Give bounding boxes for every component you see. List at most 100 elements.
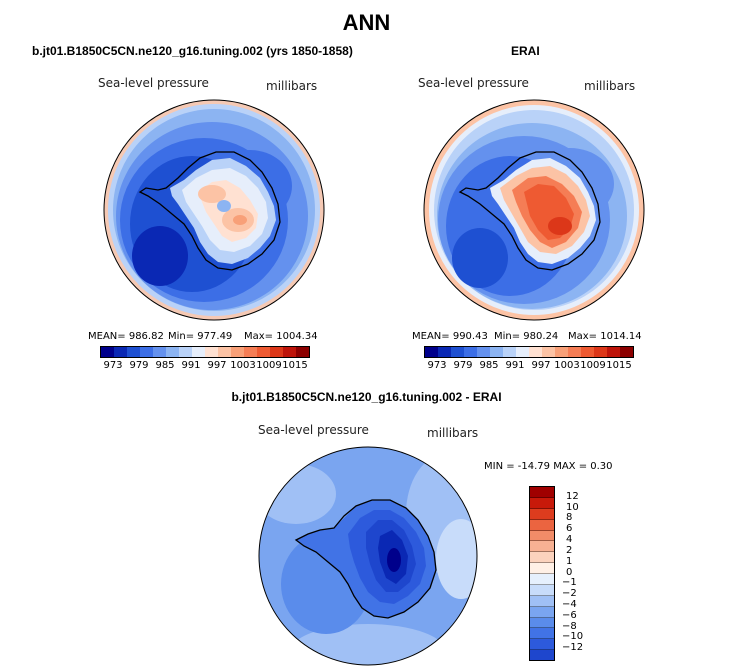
obs-colorbar-swatch <box>620 347 633 357</box>
diff-colorbar-swatch <box>530 563 554 574</box>
diff-colorbar-ticks: 12 10 8 6 4 2 1 0 −1 −2 −4 −6 −8 −10 −12 <box>562 486 602 659</box>
model-colorbar-swatch <box>244 347 257 357</box>
diff-colorbar-swatch <box>530 650 554 660</box>
model-colorbar <box>100 346 310 358</box>
obs-variable-label: Sea-level pressure <box>418 76 529 90</box>
obs-colorbar-tick-label: 985 <box>479 360 499 371</box>
diff-colorbar-tick-label: −2 <box>562 588 577 600</box>
diff-colorbar-tick-label: 0 <box>566 566 573 578</box>
diff-colorbar-swatch <box>530 595 554 607</box>
model-colorbar-ticks: 973 979 985 991 997 1003 1009 1015 <box>100 360 308 374</box>
obs-colorbar-tick-label: 973 <box>427 360 447 371</box>
obs-colorbar-swatch <box>490 347 503 357</box>
model-colorbar-tick-label: 973 <box>103 360 123 371</box>
obs-mean-text: MEAN= 990.43 <box>412 331 488 342</box>
obs-colorbar-swatch <box>516 347 529 357</box>
model-colorbar-swatch <box>114 347 127 357</box>
diff-colorbar-tick-label: 1 <box>566 555 573 567</box>
diff-colorbar-tick-label: −4 <box>562 598 577 610</box>
diff-colorbar-swatch <box>530 497 554 509</box>
model-colorbar-tick-label: 979 <box>129 360 149 371</box>
diff-colorbar-tick-label: −8 <box>562 620 577 632</box>
diff-colorbar-tick-label: 6 <box>566 523 573 535</box>
model-colorbar-swatch <box>218 347 231 357</box>
obs-max-text: Max= 1014.14 <box>568 331 642 342</box>
diff-colorbar-swatch <box>530 617 554 629</box>
diff-colorbar-tick-label: −6 <box>562 609 577 621</box>
obs-colorbar-swatch <box>425 347 438 357</box>
model-colorbar-swatch <box>192 347 205 357</box>
obs-colorbar <box>424 346 634 358</box>
obs-colorbar-tick-label: 991 <box>505 360 525 371</box>
obs-colorbar-tick-label: 997 <box>531 360 551 371</box>
model-mean-text: MEAN= 986.82 <box>88 331 164 342</box>
diff-colorbar-swatch <box>530 606 554 618</box>
model-colorbar-swatch <box>179 347 192 357</box>
diff-colorbar-swatch <box>530 639 554 651</box>
model-colorbar-swatch <box>296 347 309 357</box>
obs-colorbar-swatch <box>438 347 451 357</box>
obs-colorbar-swatch <box>568 347 581 357</box>
diff-colorbar-swatch <box>530 487 554 498</box>
diff-map-border <box>258 446 478 666</box>
diff-colorbar-swatch <box>530 508 554 520</box>
model-slp-map <box>103 99 325 321</box>
model-colorbar-tick-label: 1009 <box>256 360 282 371</box>
obs-colorbar-swatch <box>529 347 542 357</box>
obs-map-border <box>423 99 645 321</box>
diff-colorbar-tick-label: 4 <box>566 534 573 546</box>
model-colorbar-swatch <box>270 347 283 357</box>
model-units-label: millibars <box>266 79 318 93</box>
diff-slp-map <box>258 446 478 666</box>
diff-colorbar-swatch <box>530 530 554 542</box>
obs-colorbar-swatch <box>451 347 464 357</box>
diff-colorbar-swatch <box>530 584 554 596</box>
obs-colorbar-swatch <box>464 347 477 357</box>
diff-minmax-text: MIN = -14.79 MAX = 0.30 <box>484 461 613 472</box>
obs-colorbar-swatch <box>607 347 620 357</box>
obs-colorbar-tick-label: 1009 <box>580 360 606 371</box>
obs-colorbar-ticks: 973 979 985 991 997 1003 1009 1015 <box>424 360 632 374</box>
diff-colorbar-tick-label: 8 <box>566 512 573 524</box>
diff-colorbar-tick-label: −10 <box>562 631 584 643</box>
diff-colorbar <box>529 486 555 661</box>
model-colorbar-tick-label: 985 <box>155 360 175 371</box>
obs-antarctica-coastline <box>458 151 601 271</box>
model-colorbar-swatch <box>231 347 244 357</box>
model-min-text: Min= 977.49 <box>168 331 233 342</box>
model-colorbar-tick-label: 997 <box>207 360 227 371</box>
model-colorbar-tick-label: 1015 <box>282 360 308 371</box>
model-antarctica-coastline <box>138 151 281 271</box>
obs-slp-map <box>423 99 645 321</box>
obs-colorbar-swatch <box>594 347 607 357</box>
model-colorbar-swatch <box>127 347 140 357</box>
model-colorbar-tick-label: 1003 <box>230 360 256 371</box>
obs-colorbar-tick-label: 1015 <box>606 360 632 371</box>
model-high-pressure-core <box>198 185 226 203</box>
diff-colorbar-tick-label: 2 <box>566 544 573 556</box>
obs-panel-title: ERAI <box>511 44 540 58</box>
obs-colorbar-tick-label: 1003 <box>554 360 580 371</box>
obs-colorbar-swatch <box>542 347 555 357</box>
diff-colorbar-swatch <box>530 552 554 564</box>
model-colorbar-swatch <box>166 347 179 357</box>
obs-colorbar-swatch <box>477 347 490 357</box>
model-max-text: Max= 1004.34 <box>244 331 318 342</box>
model-colorbar-swatch <box>101 347 114 357</box>
obs-colorbar-swatch <box>503 347 516 357</box>
model-colorbar-swatch <box>257 347 270 357</box>
diff-colorbar-swatch <box>530 574 554 585</box>
obs-low-pressure-belt <box>452 228 508 288</box>
obs-colorbar-swatch <box>555 347 568 357</box>
model-panel-title: b.jt01.B1850C5CN.ne120_g16.tuning.002 (y… <box>32 44 353 58</box>
diff-colorbar-swatch <box>530 519 554 531</box>
diff-colorbar-swatch <box>530 628 554 640</box>
model-colorbar-swatch <box>205 347 218 357</box>
model-map-border <box>103 99 325 321</box>
diff-antarctica-coastline <box>294 499 437 619</box>
diff-panel-title: b.jt01.B1850C5CN.ne120_g16.tuning.002 - … <box>231 390 502 404</box>
obs-min-text: Min= 980.24 <box>494 331 559 342</box>
model-colorbar-swatch <box>153 347 166 357</box>
diff-colorbar-tick-label: 12 <box>566 490 579 502</box>
model-colorbar-swatch <box>140 347 153 357</box>
